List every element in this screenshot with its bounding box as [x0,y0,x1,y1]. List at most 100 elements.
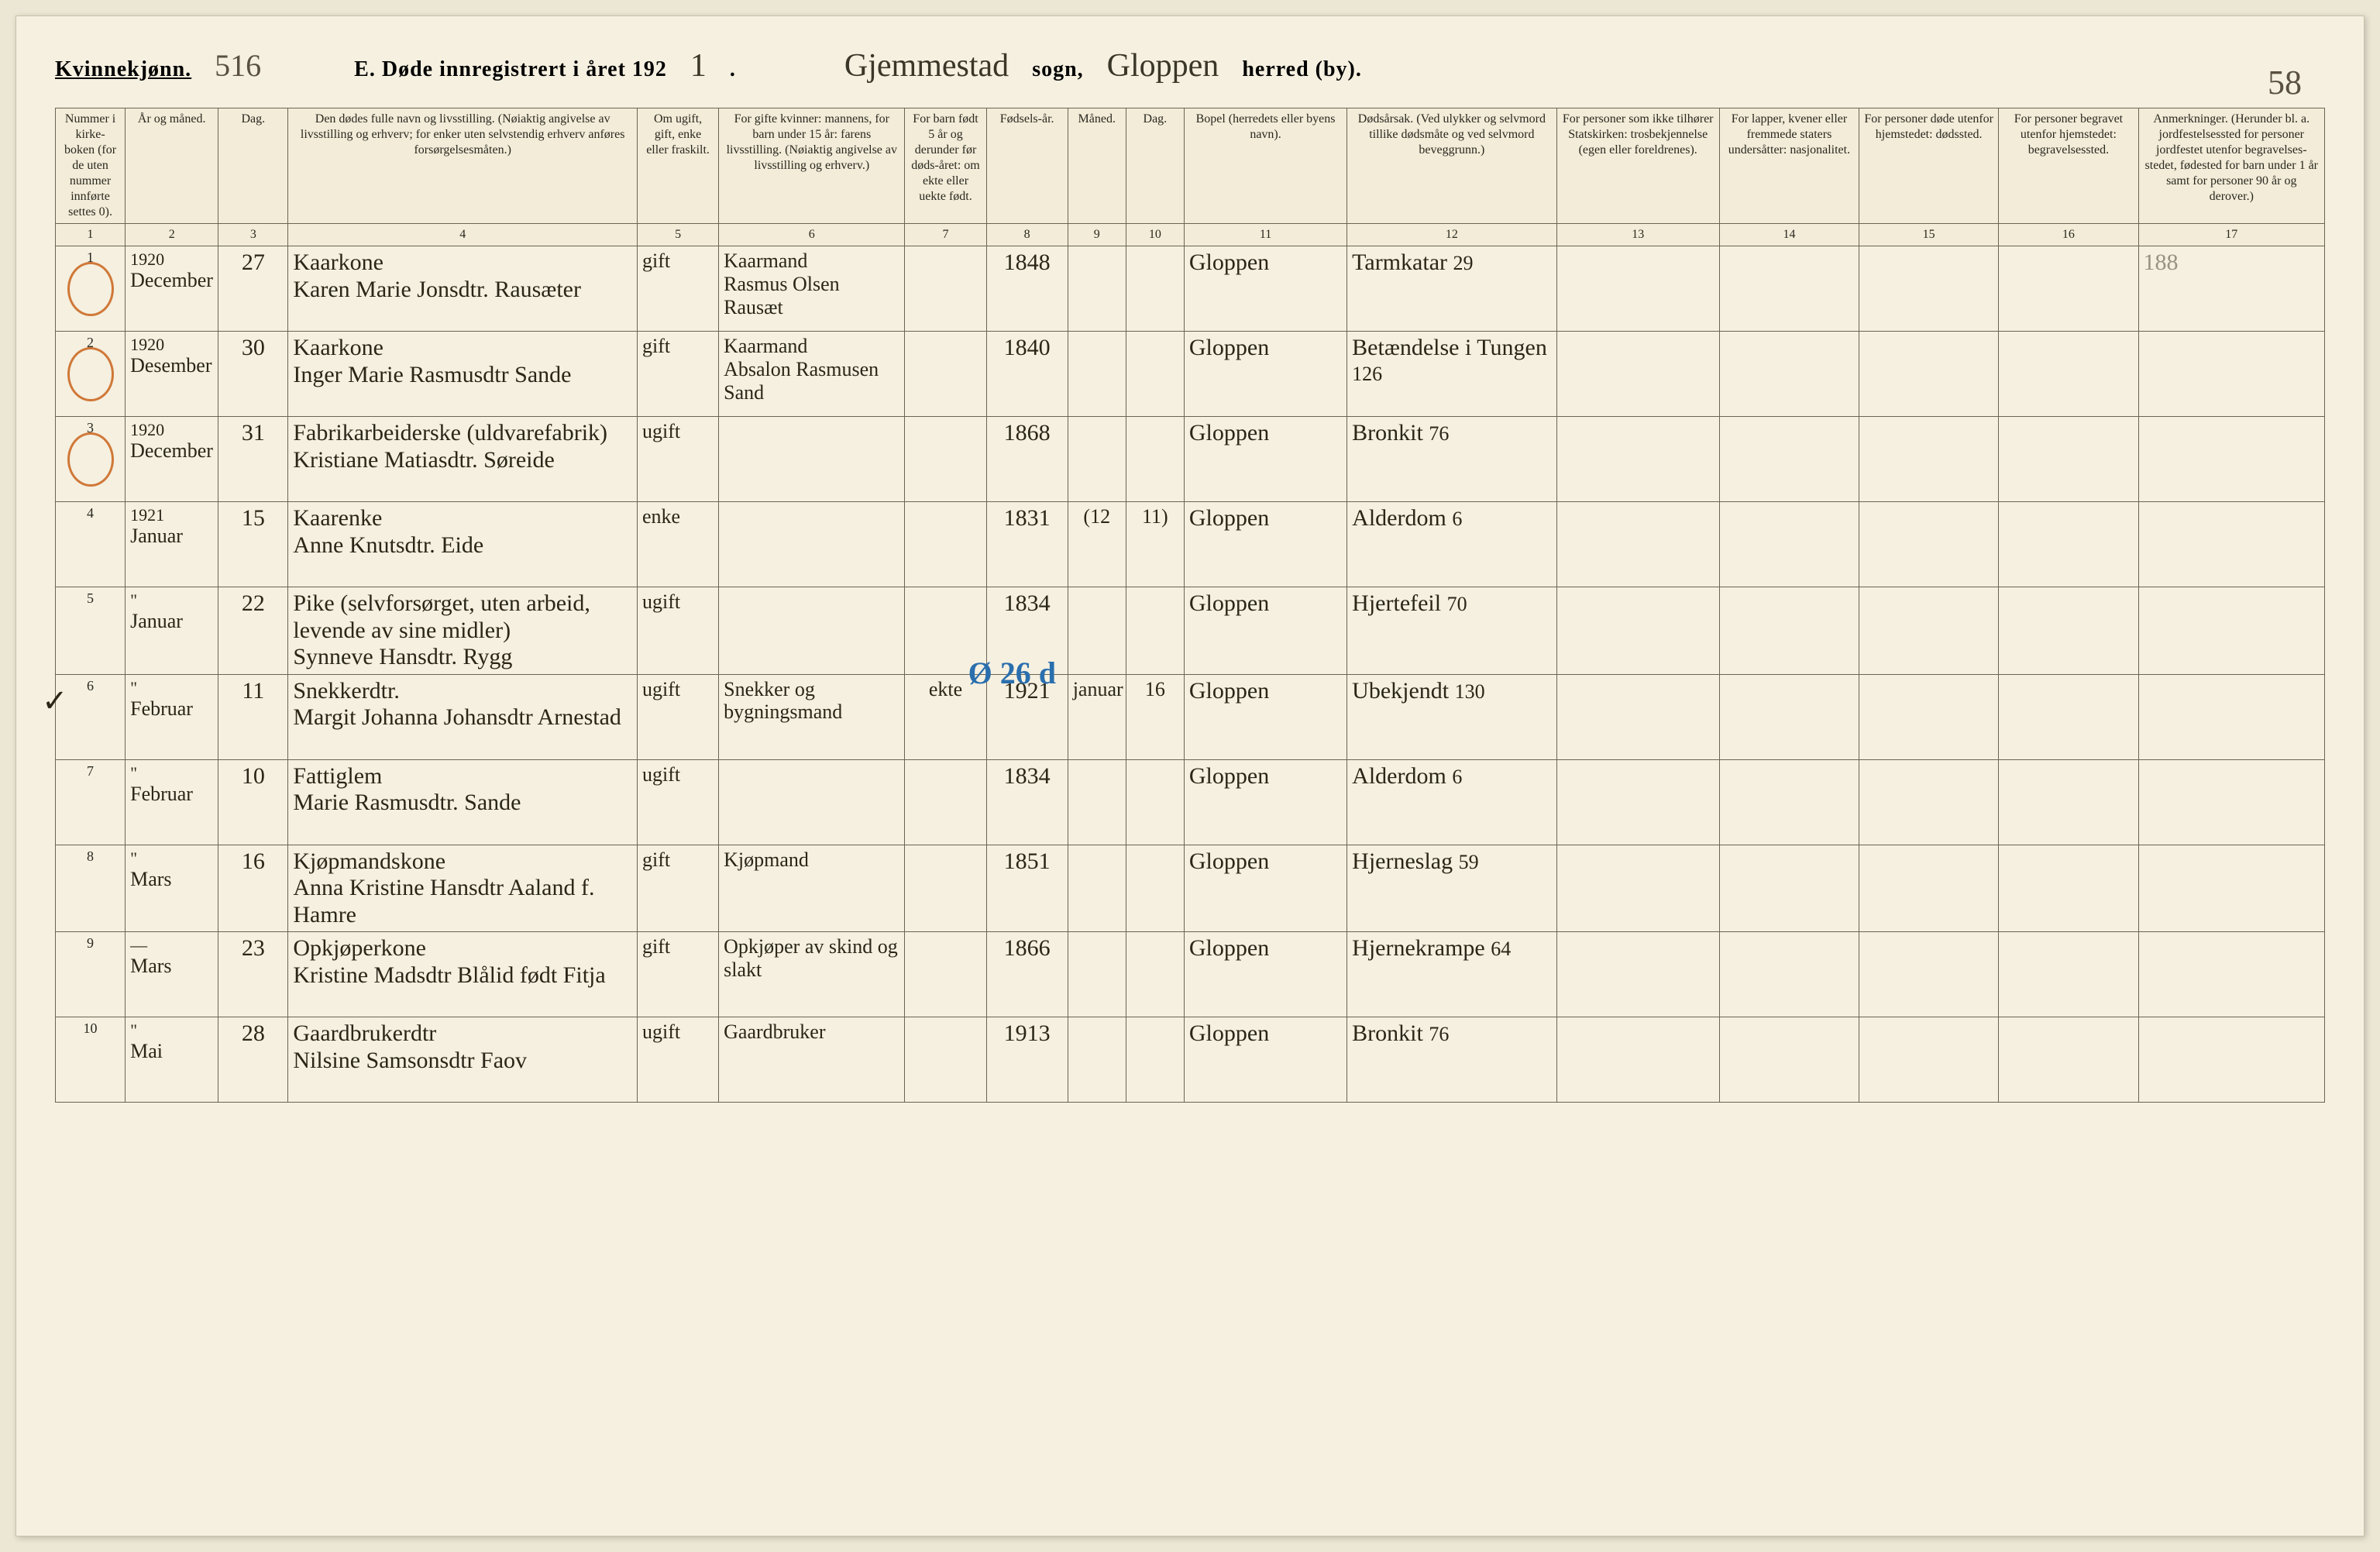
cell: Opkjøper av skind og slakt [719,932,905,1017]
col-number: 7 [905,224,986,246]
cell: Alderdom 6 [1347,759,1556,845]
table-row: 21920Desember30KaarkoneInger Marie Rasmu… [56,332,2325,417]
cell [1126,332,1184,417]
cell [1719,332,1859,417]
table-row: 8"Mars16KjøpmandskoneAnna Kristine Hansd… [56,845,2325,932]
table-body: 11920December27KaarkoneKaren Marie Jonsd… [56,246,2325,1103]
cell: Gloppen [1184,332,1346,417]
cell [1719,502,1859,587]
title-prefix: E. Døde innregistrert i året 192 [354,57,667,82]
cell [905,417,986,502]
cell [1999,932,2138,1017]
cell: 1921Januar [126,502,218,587]
cell [1859,587,1999,675]
cell: KaarenkeAnne Knutsdtr. Eide [288,502,638,587]
col-header: Om ugift, gift, enke eller fraskilt. [638,108,719,224]
cell [1719,759,1859,845]
cell: ugift [638,1017,719,1103]
cell [905,502,986,587]
cell: Gloppen [1184,246,1346,332]
cell: 1868 [986,417,1068,502]
col-number: 5 [638,224,719,246]
row-number: 7 [56,759,126,845]
cell [1719,587,1859,675]
cell [1126,932,1184,1017]
cell: 1848 [986,246,1068,332]
col-number: 4 [288,224,638,246]
row-number: 3 [56,417,126,502]
cell [2138,932,2324,1017]
cell [2138,759,2324,845]
col-header: For personer begravet utenfor hjemstedet… [1999,108,2138,224]
cell [1999,1017,2138,1103]
cell: ugift [638,759,719,845]
cell [719,502,905,587]
row-number: 8 [56,845,126,932]
cell [1556,332,1719,417]
table-row: 5"Januar22Pike (selvforsørget, uten arbe… [56,587,2325,675]
col-header: For barn født 5 år og derunder før døds-… [905,108,986,224]
cell: Pike (selvforsørget, uten arbeid, levend… [288,587,638,675]
cell: 188 [2138,246,2324,332]
cell [1556,417,1719,502]
cell: FattiglemMarie Rasmusdtr. Sande [288,759,638,845]
page-number-right: 58 [2268,63,2302,102]
cell [1126,417,1184,502]
cell [1556,1017,1719,1103]
cell: Betændelse i Tungen 126 [1347,332,1556,417]
row-number: 4 [56,502,126,587]
cell [905,332,986,417]
cell [1859,1017,1999,1103]
col-header: For gifte kvinner: mannens, for barn und… [719,108,905,224]
cell [2138,502,2324,587]
col-header: Den dødes fulle navn og livsstilling. (N… [288,108,638,224]
cell: KaarkoneInger Marie Rasmusdtr Sande [288,332,638,417]
cell: Gloppen [1184,932,1346,1017]
cell [905,1017,986,1103]
table-head: Nummer i kirke-boken (for de uten nummer… [56,108,2325,246]
col-number: 11 [1184,224,1346,246]
cell: Alderdom 6 [1347,502,1556,587]
row-number: 10 [56,1017,126,1103]
col-number: 14 [1719,224,1859,246]
cell: 16 [218,845,288,932]
cell: Gloppen [1184,1017,1346,1103]
cell: (12 [1068,502,1126,587]
cell: ugift [638,417,719,502]
cell: KaarmandRasmus Olsen Rausæt [719,246,905,332]
col-header: Måned. [1068,108,1126,224]
cell: Gloppen [1184,502,1346,587]
cell [1859,332,1999,417]
cell [719,759,905,845]
cell [2138,674,2324,759]
cell: 10 [218,759,288,845]
cell [1719,417,1859,502]
cell: Fabrikarbeiderske (uldvarefabrik)Kristia… [288,417,638,502]
cell [1556,759,1719,845]
cell [1999,845,2138,932]
col-header: Dag. [1126,108,1184,224]
cell [1999,587,2138,675]
cell [1859,246,1999,332]
cell: gift [638,332,719,417]
col-header: Dødsårsak. (Ved ulykker og selvmord till… [1347,108,1556,224]
cell: 11 [218,674,288,759]
cell: 1920Desember [126,332,218,417]
cell [1068,932,1126,1017]
gender-label: Kvinnekjønn. [55,57,191,82]
cell [1719,932,1859,1017]
cell: 1913 [986,1017,1068,1103]
cell [2138,1017,2324,1103]
cell: KaarkoneKaren Marie Jonsdtr. Rausæter [288,246,638,332]
cell [1556,587,1719,675]
cell [1999,759,2138,845]
cell [1068,332,1126,417]
cell [1999,332,2138,417]
cell [905,246,986,332]
table-row: 9—Mars23OpkjøperkoneKristine Madsdtr Blå… [56,932,2325,1017]
sogn-label: sogn, [1032,57,1083,82]
cell [1859,845,1999,932]
cell: Ubekjendt 130 [1347,674,1556,759]
page-number-left: 516 [215,47,261,84]
col-header: Nummer i kirke-boken (for de uten nummer… [56,108,126,224]
